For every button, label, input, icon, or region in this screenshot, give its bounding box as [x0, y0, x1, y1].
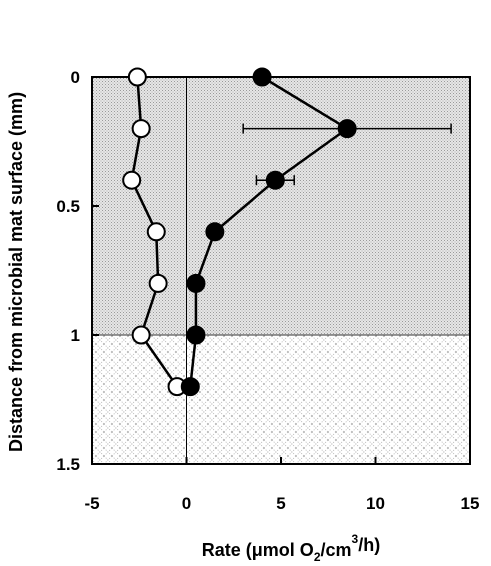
x-tick-label: -5 [84, 494, 99, 513]
x-axis-title-part: Rate (μmol O [202, 540, 314, 560]
region-1 [92, 335, 470, 464]
filled-marker [205, 222, 225, 242]
depth-regions [92, 77, 470, 464]
region-0 [92, 77, 470, 335]
x-tick-label: 15 [461, 494, 480, 513]
filled-marker [186, 325, 206, 345]
y-tick-label: 0 [71, 68, 80, 87]
open-marker [122, 170, 142, 190]
x-tick-label: 0 [182, 494, 191, 513]
series-0 [122, 67, 187, 397]
series-group [122, 67, 452, 397]
y-tick-label: 1 [71, 326, 80, 345]
open-marker [127, 67, 147, 87]
open-marker [131, 119, 151, 139]
filled-marker [186, 273, 206, 293]
filled-marker [337, 119, 357, 139]
x-tick-label: 10 [366, 494, 385, 513]
y-axis-ticks: 0 0.5 1 1.5 [56, 68, 99, 474]
x-axis-title: Rate (μmol O2/cm3/h) [202, 532, 380, 564]
y-tick-label: 1.5 [56, 455, 80, 474]
x-axis-title-part: /cm [321, 540, 352, 560]
x-tick-label: 5 [276, 494, 285, 513]
filled-marker [265, 170, 285, 190]
open-marker [146, 222, 166, 242]
filled-marker [252, 67, 272, 87]
y-tick-label: 0.5 [56, 197, 80, 216]
open-marker [131, 325, 151, 345]
series-1 [180, 67, 452, 397]
x-axis-title-part: 2 [314, 550, 321, 564]
x-axis-ticks: -5 0 5 10 15 [84, 457, 479, 513]
filled-marker [180, 377, 200, 397]
x-axis-title-part: 3 [352, 532, 359, 546]
y-axis-title: Distance from microbial mat surface (mm) [6, 92, 26, 452]
x-axis-title-part: /h) [358, 535, 380, 555]
open-marker [148, 273, 168, 293]
